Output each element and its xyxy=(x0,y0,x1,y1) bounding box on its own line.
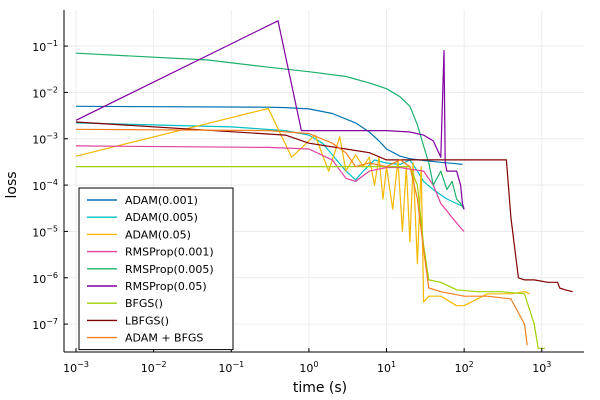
legend-label-rmsprop-0-001: RMSProp(0.001) xyxy=(125,246,214,259)
series-line-adam-bfgs xyxy=(75,128,528,346)
x-tick-label-1: 10−2 xyxy=(141,360,167,375)
y-tick-label-6: 10−1 xyxy=(32,39,58,54)
legend-box xyxy=(78,187,234,351)
legend-label-bfgs: BFGS() xyxy=(125,297,163,310)
y-tick-label-2: 10−5 xyxy=(32,224,58,239)
legend-label-adam-bfgs: ADAM + BFGS xyxy=(125,332,203,345)
series-line-rmsprop-0-001 xyxy=(75,145,465,232)
legend-label-rmsprop-0-005: RMSProp(0.005) xyxy=(125,263,214,276)
legend: ADAM(0.001) ADAM(0.005) ADAM(0.05) RMSProp(… xyxy=(78,187,234,351)
series-line-lbfgs xyxy=(75,121,573,293)
y-tick-label-1: 10−6 xyxy=(32,271,58,286)
series-line-rmsprop-0-005 xyxy=(75,52,465,210)
tick-labels: 10−3 10−2 10−1 100 101 102 103 10−7 10−6 10−5 10−4… xyxy=(32,39,551,375)
x-tick-label-3: 100 xyxy=(299,360,318,375)
legend-label-lbfgs: LBFGS() xyxy=(125,314,169,327)
y-tick-label-0: 10−7 xyxy=(32,317,58,332)
x-axis-title: time (s) xyxy=(293,380,347,396)
axes xyxy=(63,10,584,353)
x-tick-label-5: 102 xyxy=(455,360,474,375)
y-tick-label-3: 10−4 xyxy=(32,178,58,193)
series-line-adam-0-005 xyxy=(75,122,463,207)
legend-label-adam-0-005: ADAM(0.005) xyxy=(125,211,198,224)
y-axis-title: loss xyxy=(4,171,20,198)
series-layer xyxy=(75,20,573,349)
series-line-bfgs xyxy=(76,166,545,349)
y-tick-label-5: 10−2 xyxy=(32,85,58,100)
grid xyxy=(64,10,584,352)
x-tick-label-4: 101 xyxy=(377,360,396,375)
series-line-rmsprop-0-05 xyxy=(75,20,465,210)
legend-label-adam-0-001: ADAM(0.001) xyxy=(125,194,198,207)
series-line-adam-0-001 xyxy=(75,105,463,165)
y-tick-label-4: 10−3 xyxy=(32,132,58,147)
legend-label-adam-0-05: ADAM(0.05) xyxy=(125,228,191,241)
x-tick-label-0: 10−3 xyxy=(63,360,89,375)
x-tick-label-2: 10−1 xyxy=(218,360,244,375)
x-tick-label-6: 103 xyxy=(532,360,551,375)
legend-label-rmsprop-0-05: RMSProp(0.05) xyxy=(125,280,207,293)
